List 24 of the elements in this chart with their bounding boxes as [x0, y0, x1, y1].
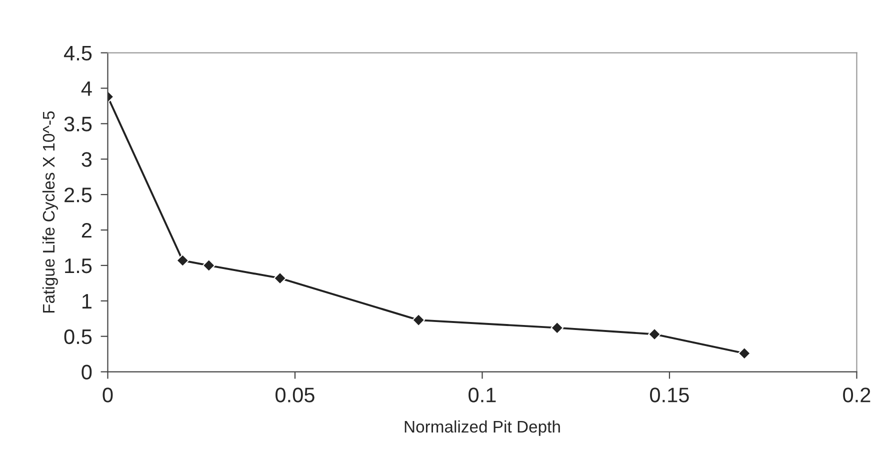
- y-tick-label: 1: [82, 294, 92, 308]
- x-tick-label: 0.2: [843, 388, 870, 402]
- x-tick-label: 0.15: [650, 388, 689, 402]
- y-axis-title: Fatigue Life Cycles X 10^-5: [42, 111, 58, 313]
- point: [412, 314, 425, 326]
- x-axis-title: Normalized Pit Depth: [404, 420, 560, 436]
- point: [202, 259, 216, 272]
- y-tick-label: 3: [82, 152, 92, 167]
- y-tick-label: 4: [81, 81, 92, 96]
- y-tick-label: 0.5: [64, 329, 92, 344]
- y-tick-label: 3.5: [64, 116, 92, 132]
- point: [738, 346, 751, 360]
- point: [550, 321, 564, 334]
- x-tick-label: 0: [102, 388, 113, 402]
- point: [176, 254, 190, 267]
- x-tick-label: 0.1: [468, 388, 496, 402]
- y-tick-label: 1.5: [65, 258, 92, 274]
- y-tick-label: 2.5: [64, 188, 92, 202]
- y-tick-label: 4.5: [64, 46, 92, 61]
- point: [648, 328, 661, 341]
- y-tick-label: 0: [82, 364, 92, 380]
- y-tick-label: 2: [82, 223, 92, 238]
- x-tick-label: 0.05: [276, 388, 314, 402]
- point: [274, 272, 286, 285]
